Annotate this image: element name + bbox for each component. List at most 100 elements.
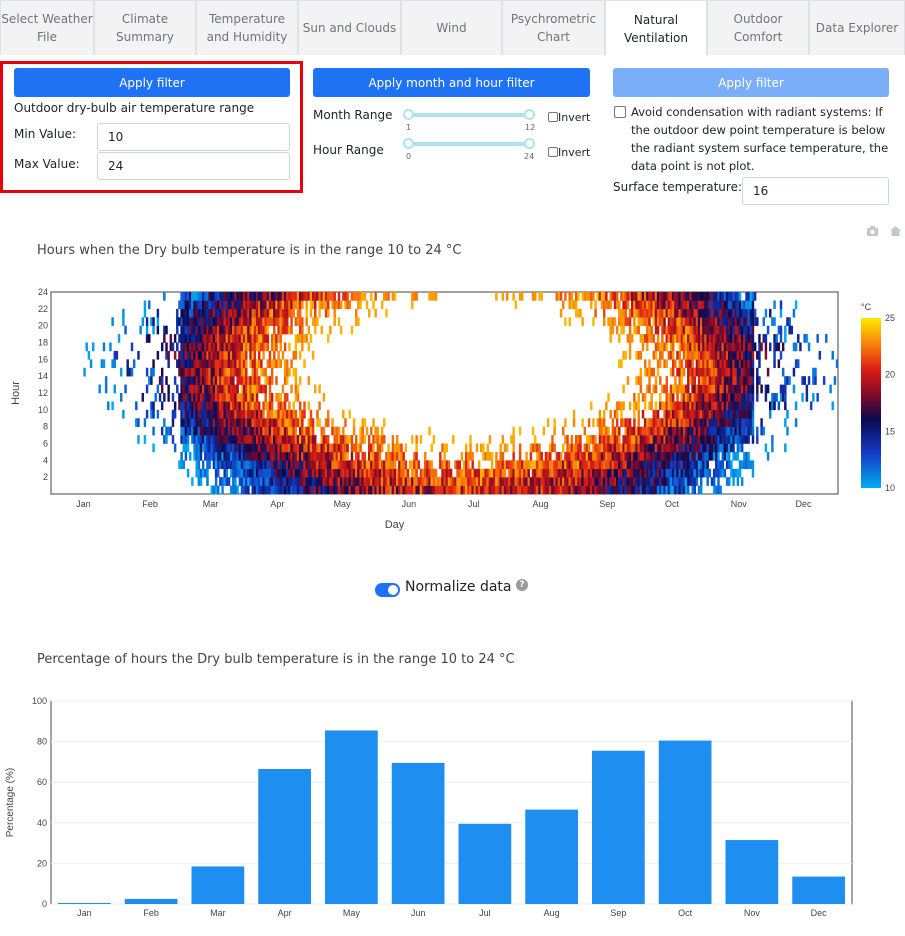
heatmap-cell: [712, 485, 716, 495]
heatmap-cell: [751, 359, 755, 369]
heatmap-cell: [794, 401, 798, 411]
heatmap-cell: [637, 308, 640, 318]
hour-range-slider[interactable]: [403, 136, 535, 152]
heatmap-cell: [286, 325, 289, 335]
tab-sun-clouds[interactable]: Sun and Clouds: [298, 0, 401, 55]
heatmap-cell: [333, 317, 336, 326]
heatmap-cell: [240, 435, 244, 444]
heatmap-cell: [745, 334, 748, 343]
heatmap-cell: [262, 485, 265, 495]
surface-temperature-input[interactable]: 16: [742, 177, 889, 205]
heatmap-cell: [238, 468, 242, 478]
heatmap-cell: [833, 376, 837, 385]
month-range-slider[interactable]: [403, 107, 535, 123]
max-value-input[interactable]: 24: [97, 152, 290, 180]
heatmap-cell: [342, 409, 345, 419]
heatmap-cell: [370, 443, 373, 453]
hour-slider-min-handle[interactable]: [403, 138, 414, 149]
heatmap-cell: [193, 418, 196, 427]
heatmap-cell: [704, 325, 707, 335]
heatmap-cell: [639, 350, 643, 360]
heatmap-cell: [641, 409, 645, 419]
heatmap-cell: [477, 477, 481, 486]
normalize-toggle[interactable]: [375, 583, 400, 597]
heatmap-cell: [639, 468, 643, 478]
heatmap-cell: [344, 485, 347, 495]
heatmap-cell: [337, 426, 341, 436]
heatmap-cell: [389, 477, 392, 486]
heatmap-cell: [562, 300, 565, 310]
home-icon[interactable]: [890, 226, 901, 236]
month-slider-max-handle[interactable]: [524, 109, 535, 120]
heatmap-cell: [424, 460, 427, 470]
heatmap-cell: [743, 350, 746, 360]
heatmap-cell: [786, 376, 789, 385]
heatmap-cell: [488, 477, 492, 486]
heatmap-cell: [242, 418, 246, 427]
heatmap-cell: [221, 477, 224, 486]
apply-month-hour-filter-button[interactable]: Apply month and hour filter: [313, 68, 590, 97]
heatmap-cell: [605, 401, 608, 411]
heatmap-cell: [212, 350, 216, 360]
tab-outdoor-comfort[interactable]: Outdoor Comfort: [707, 0, 809, 55]
heatmap-cell: [740, 342, 744, 352]
heatmap-cell: [286, 409, 289, 419]
heatmap-cell: [590, 477, 593, 486]
avoid-condensation-checkbox[interactable]: [614, 106, 626, 118]
heatmap-cell: [206, 300, 209, 310]
heatmap-cell: [454, 485, 457, 495]
tab-psychrometric-chart[interactable]: Psychrometric Chart: [502, 0, 605, 55]
heatmap-cell: [710, 342, 714, 352]
heatmap-cell: [253, 393, 257, 402]
heatmap-cell: [654, 418, 658, 427]
heatmap-cell: [188, 325, 192, 335]
heatmap-cell: [227, 317, 231, 326]
tab-data-explorer[interactable]: Data Explorer: [809, 0, 905, 55]
heatmap-cell: [684, 401, 688, 411]
heatmap-cell: [779, 325, 783, 335]
heatmap-cell: [682, 292, 686, 301]
month-invert-checkbox[interactable]: [548, 112, 558, 122]
tab-wind[interactable]: Wind: [401, 0, 502, 55]
heatmap-cell: [622, 292, 625, 301]
heatmap-cell: [635, 460, 638, 470]
heatmap-cell: [339, 443, 343, 453]
month-slider-min-handle[interactable]: [403, 109, 414, 120]
heatmap-cell: [702, 460, 705, 470]
heatmap-cell: [130, 367, 134, 377]
tab-select-weather-file[interactable]: Select Weather File: [0, 0, 94, 55]
apply-temp-filter-button[interactable]: Apply filter: [14, 68, 290, 97]
heatmap-cell: [234, 477, 237, 486]
tab-natural-ventilation[interactable]: Natural Ventilation: [605, 0, 707, 56]
heatmap-cell: [307, 342, 311, 352]
heatmap-cell: [260, 300, 263, 310]
heatmap-cell: [592, 460, 595, 470]
heatmap-cell: [298, 401, 302, 411]
hour-invert-checkbox[interactable]: [548, 147, 558, 157]
heatmap-cell: [229, 300, 233, 310]
heatmap-cell: [758, 342, 761, 352]
heatmap-cell: [201, 393, 205, 402]
heatmap-cell: [659, 451, 662, 461]
camera-icon[interactable]: [867, 226, 878, 236]
heatmap-cell: [292, 409, 295, 419]
heatmap-cell: [564, 485, 567, 495]
heatmap-cell: [639, 426, 643, 436]
tab-climate-summary[interactable]: Climate Summary: [94, 0, 196, 55]
heatmap-cell: [568, 477, 571, 486]
heatmap-cell: [294, 376, 298, 385]
tab-temperature-humidity[interactable]: Temperature and Humidity: [196, 0, 298, 55]
heatmap-cell: [376, 435, 380, 444]
min-value-input[interactable]: 10: [97, 123, 290, 151]
heatmap-cell: [255, 342, 259, 352]
apply-condensation-filter-button[interactable]: Apply filter: [613, 68, 889, 97]
hour-slider-max-handle[interactable]: [524, 138, 535, 149]
heatmap-cell: [273, 460, 276, 470]
heatmap-cell: [223, 451, 226, 461]
help-icon[interactable]: ?: [516, 579, 528, 591]
heatmap-cell: [245, 334, 248, 343]
heatmap-cell: [697, 418, 701, 427]
heatmap-cell: [324, 468, 328, 478]
heatmap-cell: [643, 435, 647, 444]
heatmap-cell: [689, 342, 692, 352]
